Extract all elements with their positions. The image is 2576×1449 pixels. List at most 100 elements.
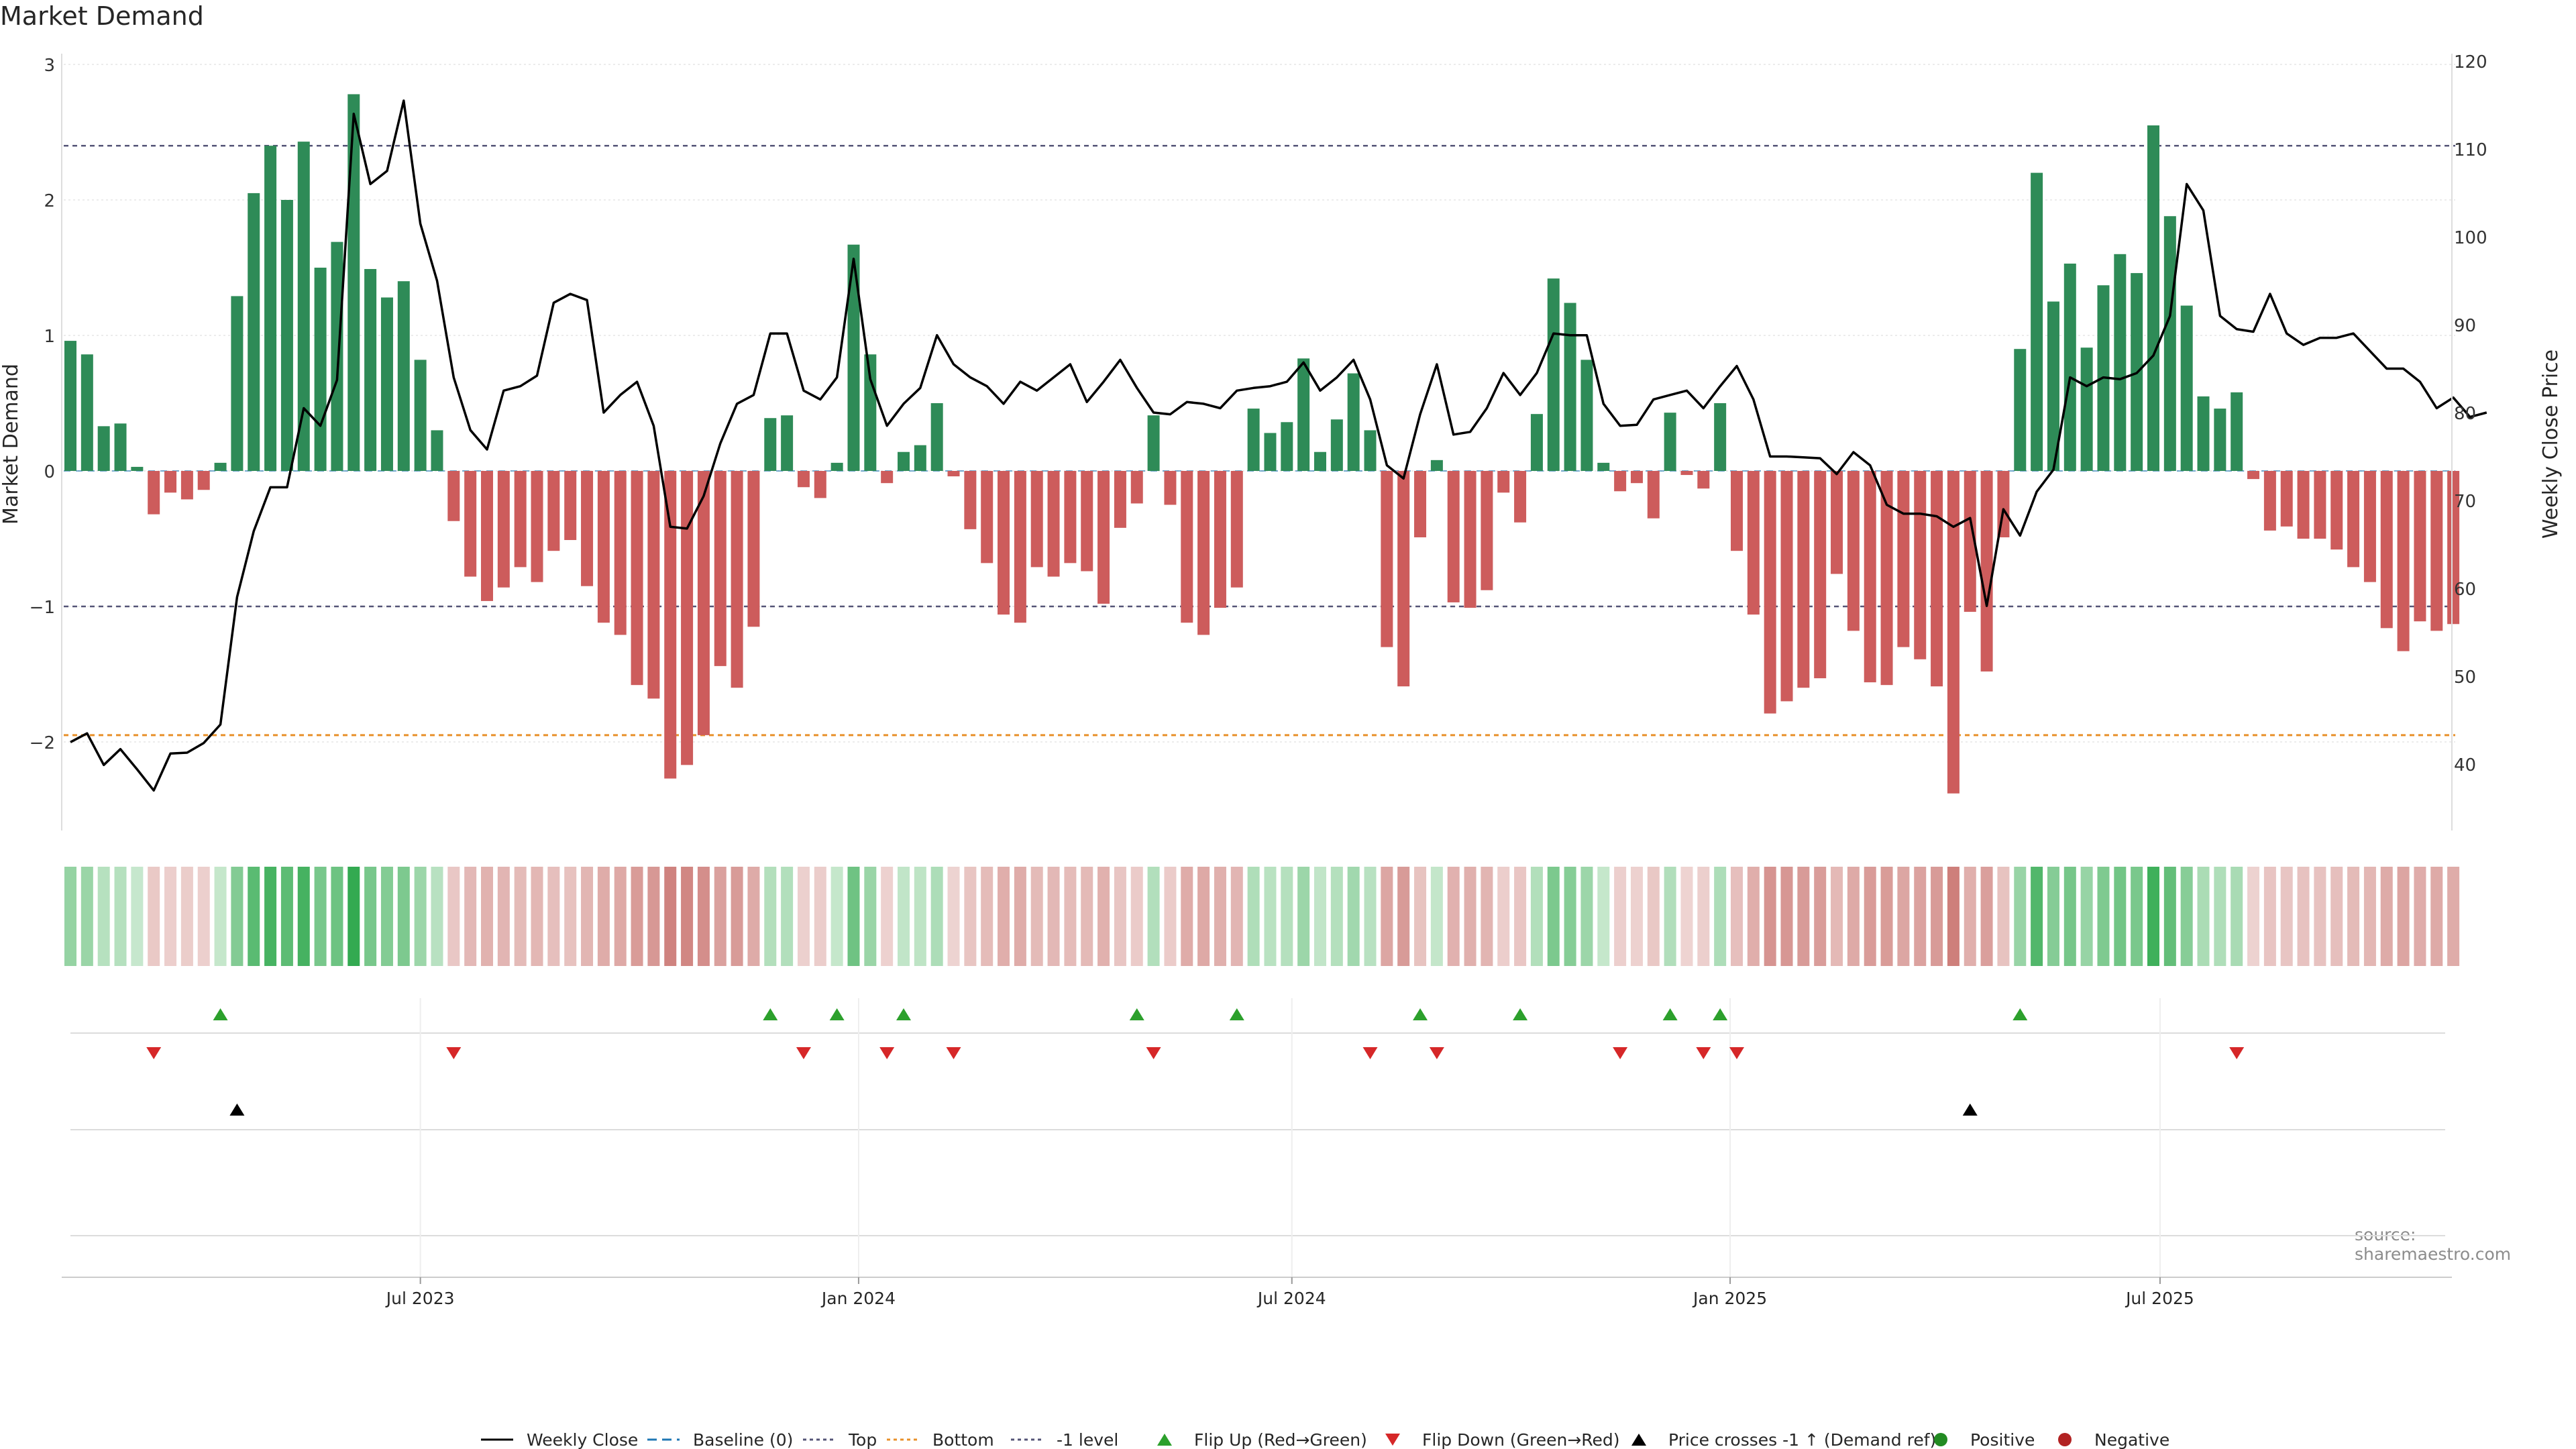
flip-up-marker <box>896 1008 911 1020</box>
demand-bar <box>2330 471 2343 550</box>
demand-bar <box>164 471 177 493</box>
demand-bar <box>1931 471 1943 687</box>
y-axis-label: Market Demand <box>0 364 23 525</box>
demand-bar <box>2380 471 2393 629</box>
heat-cell <box>1014 867 1026 966</box>
heat-cell <box>397 867 410 966</box>
x-tick-label: Jul 2023 <box>385 1289 455 1308</box>
flip-up-marker <box>1662 1008 1678 1020</box>
demand-bar <box>2180 305 2193 471</box>
heat-cell <box>1364 867 1377 966</box>
heat-cell <box>2063 867 2076 966</box>
demand-bar <box>1980 471 1993 672</box>
heat-cell <box>597 867 610 966</box>
heat-cell <box>2197 867 2210 966</box>
heat-cell <box>1764 867 1776 966</box>
demand-bar <box>1864 471 1876 683</box>
x-tick-label: Jan 2024 <box>820 1289 896 1308</box>
demand-bar <box>2397 471 2410 651</box>
heat-cell <box>1030 867 1043 966</box>
demand-bar <box>1081 471 1093 572</box>
heat-cell <box>331 867 343 966</box>
demand-bar <box>1880 471 1893 686</box>
heat-cell <box>1497 867 1510 966</box>
heat-cell <box>1130 867 1143 966</box>
heat-cell <box>1897 867 1910 966</box>
demand-bar <box>1314 451 1326 471</box>
demand-bar <box>1164 471 1177 505</box>
heat-cell <box>881 867 894 966</box>
demand-bar <box>1580 360 1593 471</box>
demand-bar <box>1347 373 1360 471</box>
legend-label: Baseline (0) <box>693 1430 793 1449</box>
demand-bar <box>2430 471 2443 631</box>
heat-cell <box>2297 867 2310 966</box>
legend-triangle-down-icon <box>1385 1434 1400 1446</box>
legend-circle-icon <box>1934 1433 1947 1446</box>
demand-bar <box>1014 471 1026 623</box>
demand-bar <box>180 471 193 500</box>
heat-cell <box>531 867 543 966</box>
y-tick-label: 1 <box>44 327 55 347</box>
weekly-close-line <box>70 99 2487 792</box>
flip-up-marker <box>763 1008 778 1020</box>
flip-down-marker <box>446 1047 462 1059</box>
demand-bar <box>464 471 477 577</box>
legend-label: Positive <box>1970 1430 2035 1449</box>
heat-cell <box>2114 867 2127 966</box>
heat-cell <box>1614 867 1627 966</box>
demand-bar <box>1381 471 1393 647</box>
heat-cell <box>1047 867 1060 966</box>
heat-cell <box>647 867 660 966</box>
demand-bar <box>2347 471 2360 568</box>
heat-cell <box>2031 867 2043 966</box>
demand-bar <box>1230 471 1243 588</box>
heat-cell <box>681 867 694 966</box>
heat-cell <box>1747 867 1760 966</box>
flip-up-marker <box>1129 1008 1144 1020</box>
demand-bar <box>214 462 227 471</box>
y-tick-label: 3 <box>44 56 55 76</box>
flip-down-marker <box>796 1047 811 1059</box>
heat-cell <box>1630 867 1643 966</box>
heat-cell <box>797 867 810 966</box>
demand-bar <box>2163 216 2176 471</box>
demand-bar <box>114 423 127 471</box>
heat-cell <box>1647 867 1660 966</box>
demand-bar <box>1447 471 1460 602</box>
demand-bar <box>1547 278 1560 471</box>
heat-cell <box>1481 867 1493 966</box>
flip-up-marker <box>1513 1008 1528 1020</box>
heat-cell <box>214 867 227 966</box>
demand-bar <box>2314 471 2326 539</box>
heat-cell <box>1114 867 1126 966</box>
flip-down-marker <box>1146 1047 1161 1059</box>
y2-tick-label: 40 <box>2454 755 2476 775</box>
demand-bar <box>597 471 610 623</box>
heat-cell <box>314 867 327 966</box>
heat-cell <box>414 867 427 966</box>
heat-cell <box>2380 867 2393 966</box>
demand-bar <box>681 471 694 765</box>
heat-cell <box>297 867 310 966</box>
heat-cell <box>1397 867 1410 966</box>
demand-bar <box>1947 471 1960 794</box>
demand-bar <box>1497 471 1510 493</box>
flip-down-marker <box>946 1047 961 1059</box>
chart-title: Market Demand <box>0 1 204 31</box>
heat-cell <box>1081 867 1093 966</box>
demand-bar <box>97 426 110 471</box>
weekly-close-series <box>70 99 2487 792</box>
heat-cell <box>264 867 277 966</box>
heat-cell <box>914 867 926 966</box>
heat-cell <box>180 867 193 966</box>
heat-cell <box>1097 867 1110 966</box>
heat-cell <box>280 867 293 966</box>
demand-bar <box>1330 419 1343 471</box>
legend: Weekly Close Baseline (0) Top Bottom -1 leve… <box>481 1430 2169 1449</box>
heat-cell <box>930 867 943 966</box>
legend-item: Baseline (0) <box>647 1430 793 1449</box>
legend-triangle-up-icon <box>1631 1434 1646 1446</box>
flip-up-marker <box>1713 1008 1728 1020</box>
heat-cell <box>2231 867 2243 966</box>
